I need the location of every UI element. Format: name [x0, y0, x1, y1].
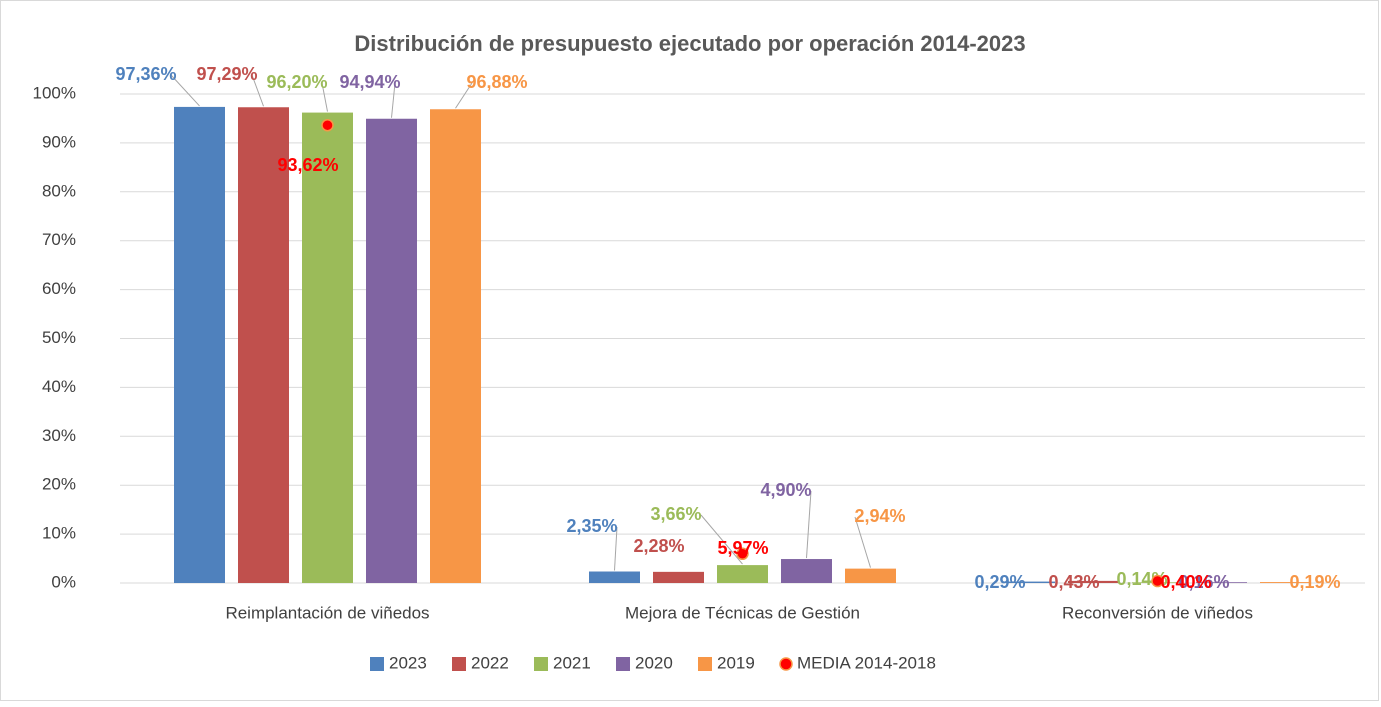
data-label: 0,29%: [974, 572, 1025, 592]
leader-line: [854, 516, 871, 568]
y-tick-label: 40%: [42, 377, 76, 396]
legend-swatch: [698, 657, 712, 671]
legend-marker: [779, 657, 793, 671]
marker: [1151, 574, 1164, 588]
data-label: 2,94%: [854, 506, 905, 526]
data-label: 4,90%: [760, 480, 811, 500]
bar: [845, 568, 896, 583]
bar: [1068, 580, 1119, 583]
data-label: 2,35%: [566, 516, 617, 536]
data-label: 0,19%: [1289, 572, 1340, 592]
data-label: 97,36%: [115, 64, 176, 84]
leader-line: [700, 514, 743, 565]
y-tick-label: 0%: [51, 572, 76, 591]
legend-label: 2019: [717, 653, 755, 672]
y-tick-label: 10%: [42, 524, 76, 543]
y-tick-label: 80%: [42, 181, 76, 200]
y-tick-label: 90%: [42, 132, 76, 151]
bar: [717, 565, 768, 583]
bar: [781, 559, 832, 583]
legend-label: 2022: [471, 653, 509, 672]
leader-line: [321, 82, 328, 112]
bar: [1004, 581, 1055, 583]
data-label: 96,20%: [266, 72, 327, 92]
bar: [302, 112, 353, 583]
legend-label: MEDIA 2014-2018: [797, 653, 936, 672]
data-label: 97,29%: [196, 64, 257, 84]
bar: [366, 118, 417, 583]
data-label: 94,94%: [339, 72, 400, 92]
legend-swatch: [616, 657, 630, 671]
data-label: 96,88%: [466, 72, 527, 92]
legend-swatch: [370, 657, 384, 671]
bar: [174, 106, 225, 583]
y-tick-label: 60%: [42, 279, 76, 298]
bar: [238, 107, 289, 584]
chart-title: Distribución de presupuesto ejecutado po…: [354, 31, 1025, 56]
legend-swatch: [534, 657, 548, 671]
leader-line: [251, 74, 264, 107]
data-label: 0,16%: [1178, 572, 1229, 592]
y-tick-label: 100%: [33, 83, 76, 102]
bar: [430, 109, 481, 583]
marker-label: 5,97%: [717, 538, 768, 558]
leader-line: [391, 82, 396, 118]
marker: [321, 118, 334, 132]
leader-line: [614, 526, 618, 571]
y-tick-label: 20%: [42, 475, 76, 494]
x-tick-label: Reimplantación de viñedos: [225, 603, 429, 622]
bar: [1260, 582, 1311, 583]
y-tick-label: 30%: [42, 426, 76, 445]
legend-label: 2020: [635, 653, 673, 672]
data-label: 3,66%: [650, 504, 701, 524]
y-tick-label: 50%: [42, 328, 76, 347]
legend-swatch: [452, 657, 466, 671]
leader-line: [170, 74, 200, 107]
x-tick-label: Reconversión de viñedos: [1062, 603, 1253, 622]
leader-line: [806, 490, 812, 559]
data-label: 2,28%: [633, 536, 684, 556]
y-tick-label: 70%: [42, 230, 76, 249]
legend-label: 2021: [553, 653, 591, 672]
leader-line: [455, 82, 473, 109]
bar: [1196, 582, 1247, 583]
marker: [736, 547, 749, 561]
x-tick-label: Mejora de Técnicas de Gestión: [625, 603, 860, 622]
marker-label: 93,62%: [277, 155, 338, 175]
data-label: 0,43%: [1048, 572, 1099, 592]
marker-label: 0,40%: [1160, 572, 1211, 592]
bar: [589, 571, 640, 583]
legend-label: 2023: [389, 653, 427, 672]
bar: [653, 571, 704, 583]
